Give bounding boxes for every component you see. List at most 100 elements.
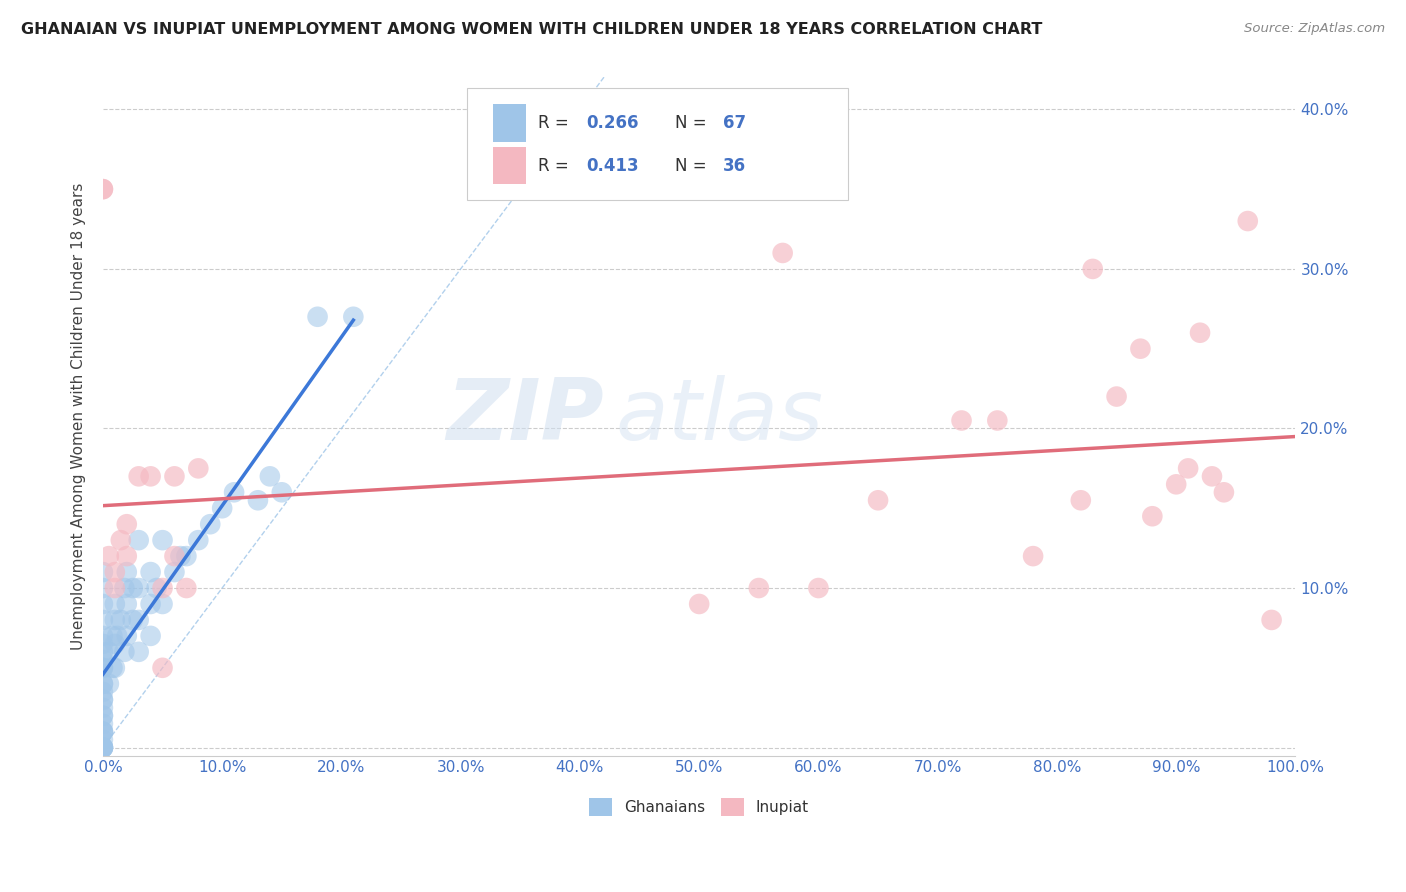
Point: [152, 661, 174, 675]
Point: [222, 485, 245, 500]
Point: [115, 517, 138, 532]
FancyBboxPatch shape: [467, 87, 848, 200]
Point: [139, 629, 162, 643]
Point: [169, 549, 191, 563]
Point: [101, 629, 124, 643]
Point: [91, 661, 114, 675]
Point: [688, 597, 710, 611]
Point: [128, 533, 150, 548]
Point: [91, 597, 114, 611]
Point: [115, 629, 138, 643]
Text: 36: 36: [723, 157, 747, 175]
Text: 0.413: 0.413: [586, 157, 638, 175]
Y-axis label: Unemployment Among Women with Children Under 18 years: Unemployment Among Women with Children U…: [72, 183, 86, 650]
Point: [104, 661, 127, 675]
Text: N =: N =: [675, 157, 713, 175]
Point: [104, 637, 127, 651]
Point: [176, 549, 198, 563]
Point: [91, 740, 114, 755]
Text: 67: 67: [723, 114, 747, 132]
Point: [246, 493, 269, 508]
Point: [200, 517, 222, 532]
Point: [115, 549, 138, 563]
Text: Source: ZipAtlas.com: Source: ZipAtlas.com: [1244, 22, 1385, 36]
Point: [128, 645, 150, 659]
Point: [101, 661, 124, 675]
Point: [91, 708, 114, 723]
Point: [91, 724, 114, 739]
Point: [115, 597, 138, 611]
Text: R =: R =: [538, 157, 574, 175]
Point: [1129, 342, 1152, 356]
Point: [97, 645, 120, 659]
Point: [91, 716, 114, 731]
Point: [1177, 461, 1199, 475]
Text: ZIP: ZIP: [446, 375, 603, 458]
Legend: Ghanaians, Inupiat: Ghanaians, Inupiat: [583, 792, 815, 822]
Point: [772, 246, 794, 260]
Point: [145, 581, 167, 595]
Point: [152, 533, 174, 548]
Point: [97, 677, 120, 691]
Point: [950, 413, 973, 427]
Point: [91, 740, 114, 755]
Point: [1081, 261, 1104, 276]
Point: [128, 469, 150, 483]
Point: [139, 469, 162, 483]
Point: [91, 182, 114, 196]
Point: [211, 501, 233, 516]
Text: GHANAIAN VS INUPIAT UNEMPLOYMENT AMONG WOMEN WITH CHILDREN UNDER 18 YEARS CORREL: GHANAIAN VS INUPIAT UNEMPLOYMENT AMONG W…: [21, 22, 1042, 37]
Point: [163, 565, 186, 579]
Point: [91, 645, 114, 659]
Point: [112, 581, 135, 595]
Point: [259, 469, 281, 483]
Point: [139, 597, 162, 611]
Point: [152, 581, 174, 595]
Point: [163, 549, 186, 563]
Text: N =: N =: [675, 114, 713, 132]
Point: [986, 413, 1008, 427]
Point: [1260, 613, 1282, 627]
Point: [1166, 477, 1188, 491]
Point: [91, 661, 114, 675]
Point: [91, 740, 114, 755]
Bar: [494, 147, 526, 185]
Point: [110, 533, 132, 548]
Point: [1070, 493, 1092, 508]
Point: [97, 549, 120, 563]
Point: [270, 485, 292, 500]
Point: [868, 493, 890, 508]
Point: [91, 677, 114, 691]
Point: [128, 581, 150, 595]
Point: [1201, 469, 1223, 483]
Point: [91, 629, 114, 643]
Point: [104, 581, 127, 595]
Point: [104, 613, 127, 627]
Point: [1105, 390, 1128, 404]
Point: [187, 461, 209, 475]
Point: [187, 533, 209, 548]
Point: [139, 565, 162, 579]
Point: [176, 581, 198, 595]
Point: [115, 565, 138, 579]
Point: [807, 581, 830, 595]
Point: [1189, 326, 1212, 340]
Point: [91, 565, 114, 579]
Point: [104, 597, 127, 611]
Point: [91, 684, 114, 698]
Point: [104, 565, 127, 579]
Point: [307, 310, 329, 324]
Point: [91, 692, 114, 706]
Point: [748, 581, 770, 595]
Point: [91, 581, 114, 595]
Point: [105, 629, 128, 643]
Point: [1022, 549, 1045, 563]
Bar: [494, 104, 526, 142]
Point: [91, 724, 114, 739]
Point: [91, 708, 114, 723]
Point: [91, 740, 114, 755]
Point: [112, 645, 135, 659]
Point: [1236, 214, 1258, 228]
Point: [121, 613, 143, 627]
Text: 0.266: 0.266: [586, 114, 638, 132]
